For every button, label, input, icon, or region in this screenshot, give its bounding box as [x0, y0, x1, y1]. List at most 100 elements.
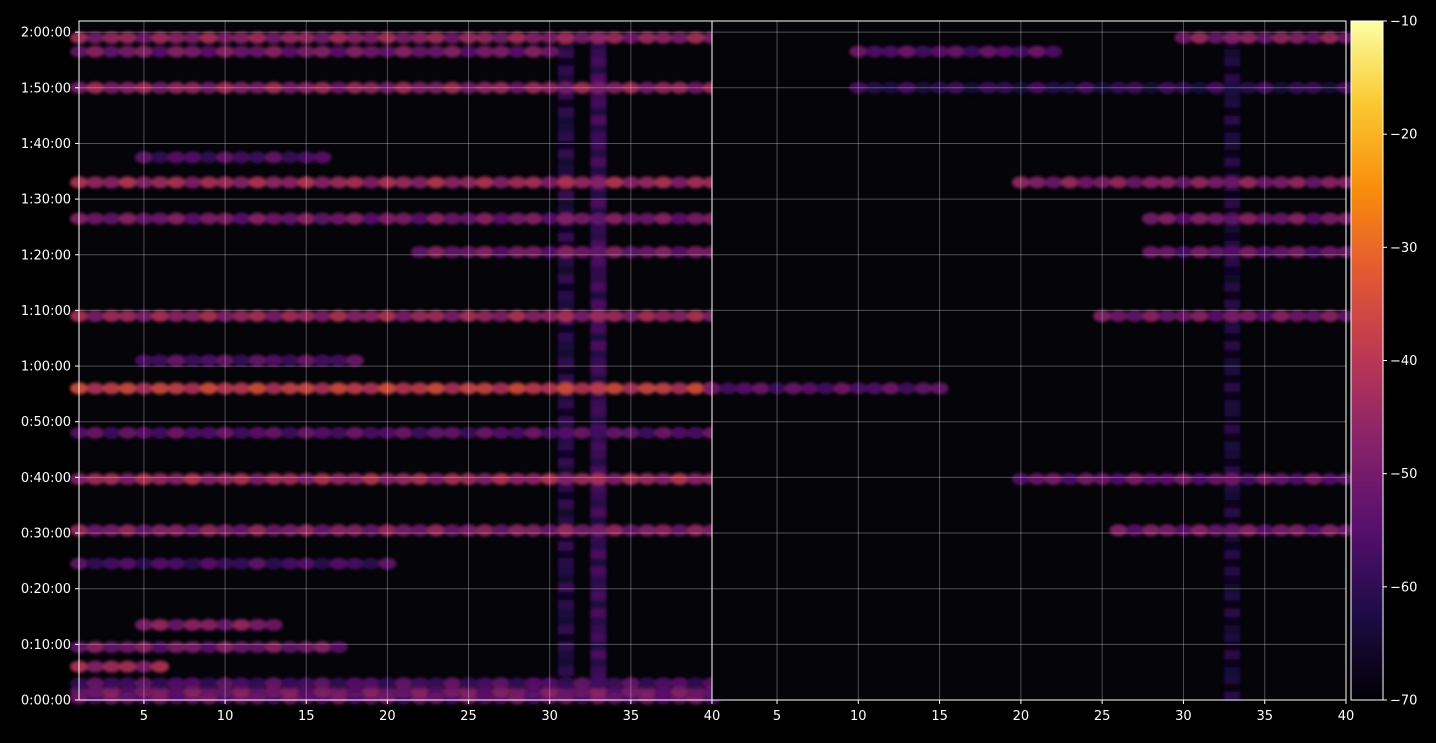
band-cell: [313, 31, 332, 44]
band-cell: [638, 212, 657, 225]
band-cell: [264, 354, 283, 367]
band-cell: [281, 31, 299, 44]
column-cell: [1224, 65, 1241, 75]
column-cell: [590, 374, 607, 384]
column-cell: [557, 616, 574, 626]
band-cell: [621, 309, 640, 322]
column-cell: [590, 199, 607, 208]
column-cell: [1224, 265, 1241, 275]
band-cell: [362, 176, 381, 189]
column-cell: [1224, 424, 1241, 434]
band-cell: [345, 354, 364, 367]
band-cell: [86, 176, 105, 189]
column-cell: [590, 132, 607, 142]
band-cell: [151, 151, 170, 164]
band-cell: [475, 212, 494, 225]
band-cell: [995, 45, 1014, 58]
band-cell: [1304, 31, 1323, 44]
band-cell: [475, 309, 494, 322]
band-cell: [881, 382, 900, 395]
band-cell: [345, 31, 364, 44]
column-cell: [590, 507, 607, 517]
band-cell: [1206, 309, 1225, 322]
band-cell: [394, 524, 413, 537]
band-cell: [232, 45, 251, 58]
band-cell: [1206, 524, 1225, 537]
band-cell: [605, 473, 624, 486]
y-tick-label: 1:10:00: [21, 304, 71, 319]
band-cell: [492, 426, 510, 439]
band-cell: [329, 641, 348, 654]
band-cell: [686, 81, 705, 94]
band-cell: [134, 524, 153, 537]
band-cell: [410, 31, 429, 44]
band-cell: [248, 382, 267, 395]
band-cell: [492, 677, 510, 690]
band-cell: [475, 382, 494, 395]
column-cell: [557, 499, 574, 509]
band-cell: [151, 426, 170, 439]
band-cell: [102, 382, 121, 395]
band-cell: [524, 382, 543, 395]
band-cell: [183, 557, 202, 570]
column-cell: [1224, 516, 1241, 526]
band-cell: [1288, 81, 1307, 94]
column-cell: [557, 341, 574, 350]
band-cell: [167, 31, 186, 44]
band-cell: [1109, 176, 1128, 189]
band-cell: [362, 473, 381, 486]
band-cell: [329, 309, 348, 322]
band-cell: [540, 45, 559, 58]
band-cell: [199, 212, 218, 225]
band-cell: [898, 382, 917, 395]
band-cell: [605, 677, 624, 690]
band-cell: [102, 426, 121, 439]
band-cell: [1141, 212, 1160, 225]
column-cell: [557, 48, 574, 58]
column-cell: [590, 165, 607, 175]
band-cell: [605, 309, 624, 322]
band-cell: [686, 524, 705, 537]
band-cell: [167, 641, 186, 654]
band-cell: [151, 524, 170, 537]
band-cell: [345, 557, 364, 570]
band-cell: [784, 382, 803, 395]
band-cell: [654, 524, 673, 537]
column-cell: [557, 482, 574, 492]
column-cell: [590, 558, 607, 567]
band-cell: [329, 176, 348, 189]
band-cell: [443, 309, 462, 322]
band-cell: [540, 31, 559, 44]
band-cell: [459, 45, 478, 58]
band-cell: [556, 524, 575, 537]
band-cell: [1320, 31, 1339, 44]
band-cell: [216, 151, 235, 164]
band-cell: [297, 426, 316, 439]
band-cell: [589, 426, 608, 439]
colorbar-tick-label: −10: [1390, 15, 1417, 30]
band-cell: [1255, 473, 1274, 486]
band-cell: [816, 382, 835, 395]
column-cell: [557, 65, 574, 75]
band-cell: [1271, 524, 1290, 537]
band-cell: [313, 677, 332, 690]
band-cell: [378, 426, 397, 439]
band-cell: [134, 309, 153, 322]
band-cell: [833, 382, 852, 395]
band-cell: [573, 382, 592, 395]
band-cell: [427, 473, 446, 486]
band-cell: [264, 309, 283, 322]
band-cell: [963, 81, 982, 94]
band-cell: [427, 677, 446, 690]
band-cell: [670, 176, 689, 189]
column-cell: [590, 115, 607, 125]
band-cell: [134, 557, 153, 570]
band-cell: [427, 212, 446, 225]
band-cell: [670, 426, 689, 439]
band-cell: [1076, 473, 1095, 486]
band-cell: [102, 212, 121, 225]
band-cell: [1141, 524, 1160, 537]
band-cell: [427, 382, 446, 395]
band-cell: [686, 677, 705, 690]
band-cell: [605, 426, 624, 439]
